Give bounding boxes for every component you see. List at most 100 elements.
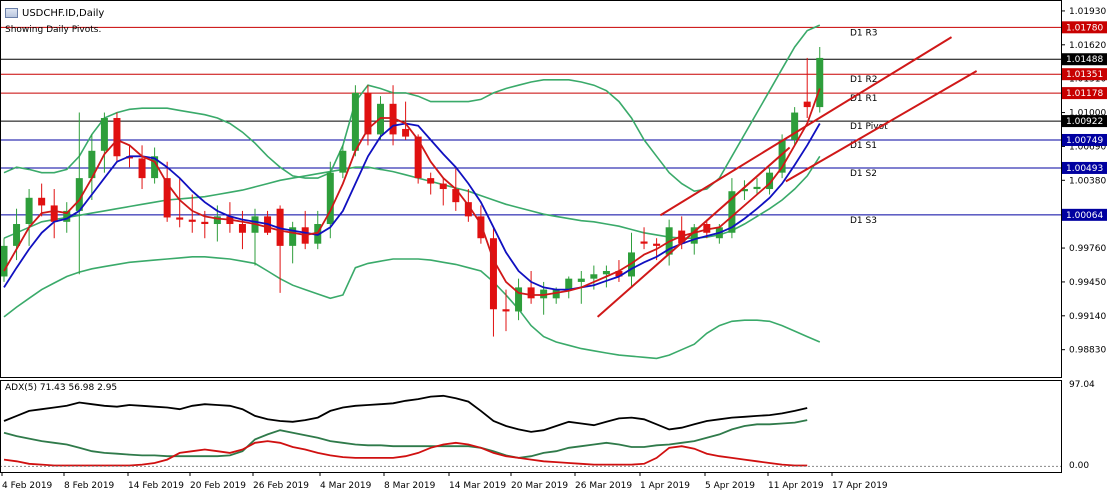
adx-frame — [0, 380, 1062, 473]
adx-label: ADX(5) 71.43 56.98 2.95 — [5, 383, 118, 393]
y-tick-label: 0.99140 — [1069, 312, 1106, 322]
candle-body — [113, 118, 121, 157]
candle-body — [477, 216, 485, 239]
pivot-name: D1 R3 — [850, 28, 878, 38]
adx-panel[interactable] — [0, 394, 1061, 467]
y-tick-label: 1.00380 — [1069, 176, 1106, 186]
x-tick-label: 11 Apr 2019 — [768, 481, 824, 491]
candle-body — [766, 172, 774, 190]
x-tick-label: 17 Apr 2019 — [832, 481, 888, 491]
pivot-price-box — [1062, 21, 1107, 34]
pivot-price-box — [1062, 133, 1107, 146]
pivot-price-box — [1062, 68, 1107, 81]
adx-y-tick-label: 97.04 — [1069, 380, 1095, 390]
x-tick-label: 14 Mar 2019 — [449, 481, 506, 491]
adx-main-line — [3, 394, 808, 433]
candle-body — [339, 150, 347, 173]
candle-body — [238, 224, 246, 233]
price-panel[interactable]: D1 R3 D1 R2 D1 R1 D1 Pivot D1 S1 D1 S2 D1 S3 — [0, 24, 1061, 360]
candle-body — [351, 92, 359, 151]
candle-body — [364, 92, 372, 135]
y-tick-label: 1.01000 — [1069, 109, 1106, 119]
candle-body — [489, 238, 497, 310]
candle-body — [552, 289, 560, 299]
candle-body — [176, 217, 184, 220]
pivot-name: D1 S3 — [850, 216, 877, 226]
ma-slow-line — [3, 122, 821, 291]
candle-body — [63, 210, 71, 222]
candle-body — [753, 186, 761, 190]
candle-body — [389, 103, 397, 135]
candle-body — [326, 172, 334, 225]
pivot-name: D1 Pivot — [850, 122, 888, 132]
current-price-box — [1062, 53, 1107, 66]
x-tick-label: 5 Apr 2019 — [705, 481, 755, 491]
candle-body — [289, 227, 297, 246]
price-frame — [0, 0, 1062, 378]
current-price-label: 1.01488 — [1066, 55, 1103, 65]
candle-body — [678, 230, 686, 244]
pivots-subtitle: Showing Daily Pivots. — [5, 25, 102, 35]
candle-body — [703, 224, 711, 233]
candle-body — [791, 112, 799, 140]
candle-body — [615, 271, 623, 277]
candle-body — [276, 208, 284, 246]
candle-body — [778, 139, 786, 173]
pivot-price-label: 1.01351 — [1066, 70, 1103, 80]
y-tick-label: 0.99760 — [1069, 244, 1106, 254]
candle-body — [402, 128, 410, 137]
candle-body — [201, 221, 209, 225]
x-tick-label: 4 Mar 2019 — [320, 481, 372, 491]
adx-plus-di-line — [3, 419, 808, 459]
y-tick-label: 1.01930 — [1069, 7, 1106, 17]
pivot-price-box — [1062, 115, 1107, 128]
candle-body — [427, 178, 435, 184]
candle-body — [653, 243, 661, 246]
candle-body — [88, 150, 96, 179]
x-tick-label: 8 Mar 2019 — [384, 481, 436, 491]
candle-body — [188, 219, 196, 222]
bollinger-middle — [3, 155, 821, 239]
x-tick-label: 20 Mar 2019 — [511, 481, 568, 491]
adx-y-tick-label: 0.00 — [1069, 461, 1089, 471]
candle-body — [100, 118, 108, 151]
pivot-name: D1 S1 — [850, 141, 877, 151]
candle-body — [590, 274, 598, 279]
pivot-price-label: 1.01178 — [1066, 89, 1103, 99]
candle-body — [728, 191, 736, 233]
candle-body — [138, 158, 146, 179]
pivot-name: D1 R1 — [850, 94, 878, 104]
trendline — [659, 36, 953, 217]
x-tick-label: 20 Feb 2019 — [190, 481, 246, 491]
candle-body — [515, 287, 523, 312]
candle-body — [527, 287, 535, 299]
pivot-name: D1 R2 — [850, 75, 878, 85]
candle-body — [577, 278, 585, 282]
pivot-price-label: 1.00493 — [1066, 164, 1103, 174]
pivot-name: D1 S2 — [850, 169, 877, 179]
x-tick-label: 26 Feb 2019 — [253, 481, 309, 491]
pivot-price-label: 1.00922 — [1066, 117, 1103, 127]
adx-minus-di-line — [3, 440, 808, 467]
y-tick-label: 0.98830 — [1069, 346, 1106, 356]
pivot-price-label: 1.01780 — [1066, 23, 1103, 33]
candle-body — [414, 136, 422, 179]
trendline — [596, 146, 791, 318]
candle-body — [540, 289, 548, 299]
candle-body — [816, 57, 824, 108]
candle-body — [602, 271, 610, 275]
y-tick-label: 0.99450 — [1069, 278, 1106, 288]
x-tick-label: 8 Feb 2019 — [64, 481, 115, 491]
symbol-label: USDCHF.ID,Daily — [22, 7, 105, 19]
pivot-price-box — [1062, 87, 1107, 100]
candle-body — [163, 178, 171, 218]
candle-body — [213, 216, 221, 225]
candle-body — [452, 189, 460, 203]
x-tick-label: 4 Feb 2019 — [2, 481, 53, 491]
candle-body — [640, 241, 648, 244]
candle-body — [38, 197, 46, 206]
candle-body — [50, 205, 58, 222]
candle-body — [126, 156, 133, 159]
